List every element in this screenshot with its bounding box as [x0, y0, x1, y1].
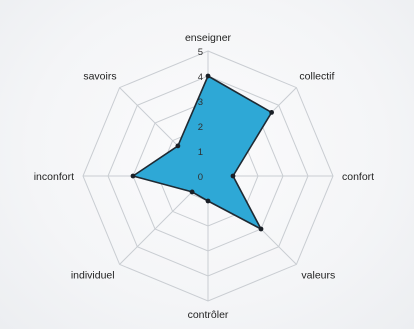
data-point-confort: [230, 173, 236, 179]
data-point-savoirs: [175, 143, 181, 149]
axis-label-collectif: collectif: [299, 71, 334, 83]
axis-label-enseigner: enseigner: [185, 32, 232, 44]
axis-label-savoirs: savoirs: [83, 71, 116, 83]
data-point-enseigner: [205, 73, 211, 79]
radar-tick-labels: 0 1 2 3 4 5: [198, 47, 203, 183]
data-point-valeurs: [258, 226, 264, 232]
data-point-contrôler: [205, 198, 211, 204]
tick-label-5: 5: [198, 47, 203, 58]
tick-label-1: 1: [198, 147, 203, 158]
data-point-collectif: [269, 110, 274, 115]
tick-label-0: 0: [198, 172, 203, 183]
axis-label-confort: confort: [342, 171, 374, 183]
data-point-individuel: [189, 189, 195, 195]
axis-label-valeurs: valeurs: [301, 269, 335, 281]
data-point-inconfort: [130, 173, 136, 179]
tick-label-3: 3: [198, 97, 203, 108]
tick-label-4: 4: [198, 72, 203, 83]
axis-label-individuel: individuel: [71, 269, 115, 281]
axis-label-contrôler: contrôler: [188, 309, 229, 321]
axis-label-inconfort: inconfort: [34, 171, 74, 183]
radar-axis-labels: enseigner collectif confort valeurs contrôle…: [34, 32, 374, 321]
tick-label-2: 2: [198, 122, 203, 133]
radar-data-layer: [130, 73, 274, 232]
